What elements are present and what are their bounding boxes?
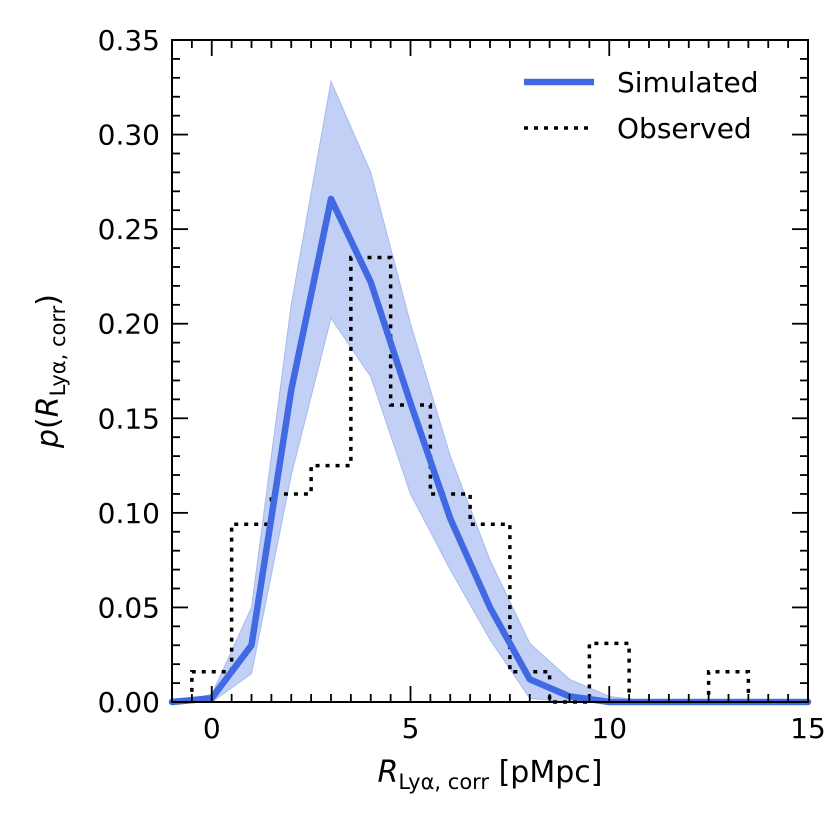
y-tick-label: 0.05 (98, 591, 160, 624)
y-tick-label: 0.10 (98, 497, 160, 530)
x-axis-label: RLyα, corr [pMpc] (378, 755, 603, 794)
x-tick-label: 10 (591, 712, 627, 745)
legend: Simulated Observed (524, 66, 759, 145)
y-tick-label: 0.00 (98, 686, 160, 719)
x-tick-label: 5 (402, 712, 420, 745)
y-tick-label: 0.30 (98, 119, 160, 152)
legend-simulated-label: Simulated (617, 66, 759, 99)
y-tick-label: 0.25 (98, 213, 160, 246)
x-tick-label: 0 (203, 712, 221, 745)
x-tick-label: 15 (790, 712, 826, 745)
observed-line (172, 255, 789, 704)
legend-observed-label: Observed (617, 112, 752, 145)
y-axis-label: p(RLyα, corr) (31, 294, 70, 449)
simulated-band (171, 79, 808, 703)
axes-layer: 0 5 10 15 0.00 0.05 0.10 0.15 0.20 0.25 0.30 0.35 RL… (31, 24, 826, 794)
simulated-band-layer (171, 79, 808, 703)
y-tick-label: 0.15 (98, 402, 160, 435)
y-tick-label: 0.35 (98, 24, 160, 57)
y-tick-label: 0.20 (98, 308, 160, 341)
